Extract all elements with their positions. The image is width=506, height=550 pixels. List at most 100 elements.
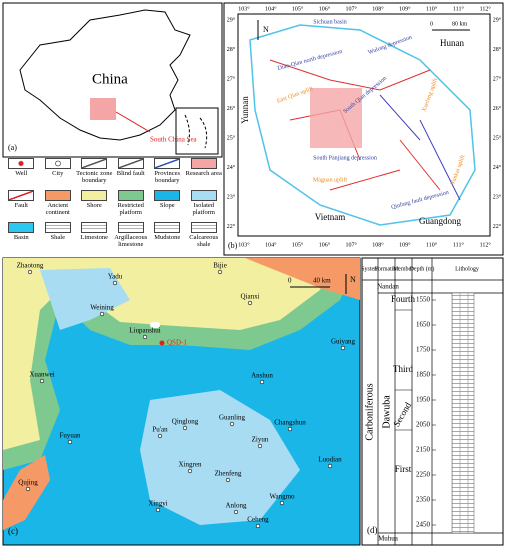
city-label: Wangmo bbox=[269, 493, 295, 501]
legend-swatch bbox=[44, 158, 71, 169]
city bbox=[279, 500, 285, 506]
well bbox=[159, 340, 165, 346]
longitude: 105° bbox=[292, 241, 304, 248]
isolated-platform bbox=[150, 322, 160, 328]
longitude: 108° bbox=[372, 241, 384, 248]
legend-swatch bbox=[154, 222, 181, 233]
legend-item: Limestone bbox=[76, 222, 113, 254]
legend-label: Fault bbox=[14, 202, 28, 209]
city-label: Yadu bbox=[108, 273, 123, 281]
sea-label: South China Sea bbox=[150, 136, 198, 144]
latitude: 23° bbox=[493, 193, 502, 200]
longitude: 104° bbox=[265, 241, 277, 248]
city-label: Guiyang bbox=[331, 338, 356, 346]
research-area bbox=[310, 88, 362, 148]
legend-item: City bbox=[40, 158, 77, 190]
system: Carboniferous bbox=[364, 383, 375, 440]
city bbox=[182, 425, 188, 431]
latitude: 24° bbox=[227, 164, 236, 171]
depth: 1650 bbox=[416, 321, 431, 329]
depth: 2050 bbox=[416, 421, 431, 429]
region: Yunnan bbox=[240, 96, 250, 124]
legend-label: Shale bbox=[50, 234, 65, 241]
legend-item: Blind fault bbox=[113, 158, 150, 190]
panel-label: (a) bbox=[8, 143, 17, 152]
longitude: 112° bbox=[480, 241, 492, 248]
city bbox=[67, 439, 73, 445]
city bbox=[287, 426, 293, 432]
column-header: Lithology bbox=[455, 266, 479, 272]
longitude: 109° bbox=[399, 5, 411, 12]
column-header: System bbox=[361, 266, 379, 272]
depth: 2350 bbox=[416, 496, 431, 504]
legend-label: Provinces boundary bbox=[154, 170, 181, 184]
depth: 1950 bbox=[416, 396, 431, 404]
city-label: Qujing bbox=[18, 479, 38, 487]
city-label: Qianxi bbox=[240, 293, 259, 301]
ancient-continent bbox=[3, 455, 50, 530]
map-b-frame bbox=[237, 13, 491, 237]
city bbox=[255, 523, 261, 529]
city bbox=[247, 300, 253, 306]
depth: 1550 bbox=[416, 296, 431, 304]
region: Guangdong bbox=[419, 216, 461, 226]
legend-item: Fault bbox=[3, 190, 40, 222]
latitude: 25° bbox=[493, 134, 502, 141]
latitude: 29° bbox=[493, 16, 502, 23]
legend-swatch bbox=[190, 190, 217, 201]
member: Third bbox=[393, 364, 413, 374]
city bbox=[155, 507, 161, 513]
city-label: Liupanshui bbox=[129, 327, 161, 335]
city-label: Xingyi bbox=[148, 500, 168, 508]
legend-label: Isolated platform bbox=[192, 202, 215, 216]
legend-label: Argillaceous limestone bbox=[114, 234, 148, 248]
legend-label: Ancient continent bbox=[45, 202, 70, 216]
longitude: 107° bbox=[345, 5, 357, 12]
legend-item: Slope bbox=[149, 190, 186, 222]
city bbox=[217, 269, 223, 275]
city-label: Ceheng bbox=[247, 516, 269, 524]
legend-swatch bbox=[44, 222, 71, 233]
panel-label: (b) bbox=[228, 241, 238, 250]
legend-label: Shore bbox=[86, 202, 102, 209]
legend-item: Basin bbox=[3, 222, 40, 254]
region: Vietnam bbox=[315, 212, 345, 222]
legend-item: Calcareous shale bbox=[186, 222, 223, 254]
legend-label: Blind fault bbox=[116, 170, 145, 177]
depth: 2450 bbox=[416, 521, 431, 529]
member: First bbox=[395, 464, 412, 474]
scale: 40 km bbox=[313, 277, 331, 285]
legend-item: Mudstone bbox=[149, 222, 186, 254]
legend-swatch bbox=[8, 222, 35, 233]
china-outline bbox=[19, 9, 191, 141]
longitude: 105° bbox=[292, 5, 304, 12]
formation: Dawuba bbox=[381, 395, 392, 429]
legend-item: Tectonic zone boundary bbox=[76, 158, 113, 190]
longitude: 106° bbox=[319, 241, 331, 248]
tectonic-unit: Maguan uplift bbox=[313, 176, 347, 183]
city-label: Pu'an bbox=[152, 426, 168, 434]
legend-label: Basin bbox=[13, 234, 29, 241]
depth: 1850 bbox=[416, 371, 431, 379]
city-label: Qinglong bbox=[172, 418, 199, 426]
column-header: Formation bbox=[375, 266, 400, 272]
legend: Well City Tectonic zone boundary Blind faul… bbox=[3, 158, 222, 254]
latitude: 24° bbox=[493, 164, 502, 171]
city bbox=[99, 311, 105, 317]
legend-label: Restricted platform bbox=[117, 202, 144, 216]
country: China bbox=[92, 71, 128, 87]
city bbox=[112, 280, 118, 286]
legend-swatch bbox=[44, 190, 71, 201]
longitude: 107° bbox=[345, 241, 357, 248]
longitude: 110° bbox=[426, 241, 438, 248]
city bbox=[187, 468, 193, 474]
legend-swatch bbox=[117, 158, 144, 169]
city bbox=[259, 379, 265, 385]
city bbox=[225, 477, 231, 483]
legend-item: Restricted platform bbox=[113, 190, 150, 222]
column-header: Depth (m) bbox=[410, 265, 435, 272]
region: Hunan bbox=[440, 38, 464, 48]
panel-label: (d) bbox=[367, 525, 378, 535]
city-label: Ziyun bbox=[252, 436, 269, 444]
